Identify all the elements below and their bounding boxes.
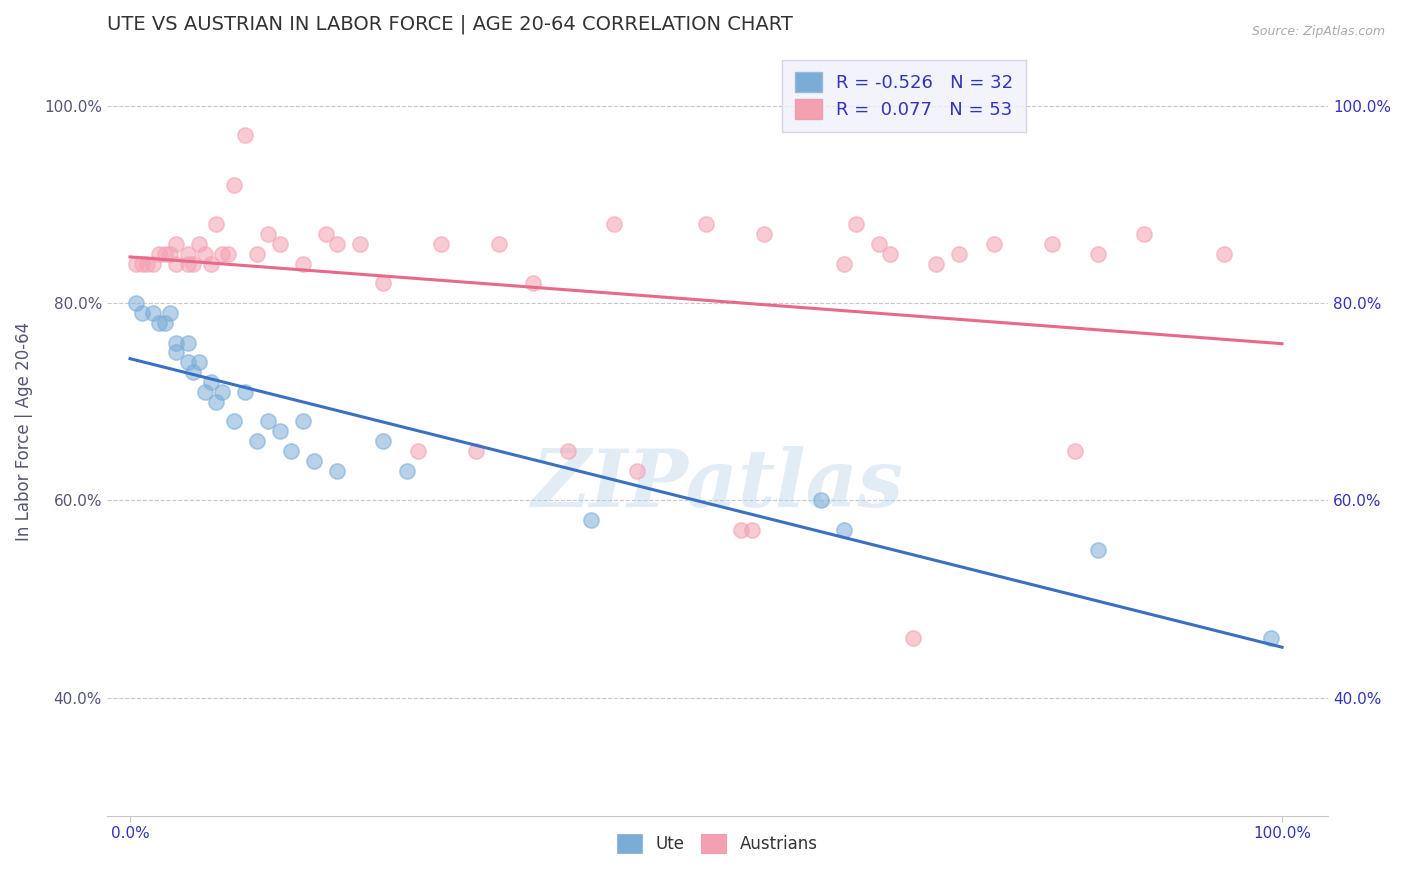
Point bbox=[222, 414, 245, 428]
Point bbox=[148, 246, 170, 260]
Point bbox=[131, 306, 153, 320]
Point bbox=[1063, 444, 1085, 458]
Point bbox=[406, 444, 429, 458]
Point bbox=[925, 257, 948, 271]
Point bbox=[153, 316, 176, 330]
Point bbox=[741, 523, 763, 537]
Point bbox=[269, 425, 291, 439]
Point bbox=[176, 335, 198, 350]
Point bbox=[211, 246, 233, 260]
Point bbox=[205, 217, 228, 231]
Point bbox=[176, 257, 198, 271]
Point bbox=[695, 217, 717, 231]
Point bbox=[903, 632, 925, 646]
Point bbox=[983, 236, 1005, 251]
Point bbox=[153, 246, 176, 260]
Point bbox=[832, 523, 855, 537]
Point bbox=[326, 464, 349, 478]
Point bbox=[1087, 246, 1109, 260]
Point bbox=[1260, 632, 1282, 646]
Point bbox=[131, 257, 153, 271]
Point bbox=[188, 355, 211, 369]
Point bbox=[810, 493, 832, 508]
Point bbox=[395, 464, 418, 478]
Point bbox=[1133, 227, 1156, 241]
Point bbox=[626, 464, 648, 478]
Point bbox=[752, 227, 775, 241]
Point bbox=[349, 236, 371, 251]
Point bbox=[868, 236, 890, 251]
Point bbox=[832, 257, 855, 271]
Point bbox=[315, 227, 337, 241]
Point bbox=[246, 246, 269, 260]
Point bbox=[165, 335, 187, 350]
Point bbox=[136, 257, 159, 271]
Point bbox=[211, 384, 233, 399]
Point bbox=[205, 394, 228, 409]
Point bbox=[304, 454, 326, 468]
Point bbox=[557, 444, 579, 458]
Point bbox=[269, 236, 291, 251]
Point bbox=[194, 246, 217, 260]
Point bbox=[217, 246, 239, 260]
Point bbox=[159, 246, 181, 260]
Point bbox=[603, 217, 626, 231]
Point bbox=[125, 257, 148, 271]
Text: ZIPatlas: ZIPatlas bbox=[531, 446, 904, 524]
Point bbox=[464, 444, 486, 458]
Point bbox=[522, 277, 544, 291]
Point bbox=[948, 246, 970, 260]
Point bbox=[176, 246, 198, 260]
Point bbox=[165, 257, 187, 271]
Point bbox=[176, 355, 198, 369]
Point bbox=[1040, 236, 1063, 251]
Point bbox=[159, 306, 181, 320]
Text: UTE VS AUSTRIAN IN LABOR FORCE | AGE 20-64 CORRELATION CHART: UTE VS AUSTRIAN IN LABOR FORCE | AGE 20-… bbox=[107, 15, 793, 35]
Point bbox=[183, 365, 205, 379]
Point bbox=[200, 375, 222, 389]
Point bbox=[257, 227, 280, 241]
Point bbox=[373, 277, 395, 291]
Point bbox=[291, 257, 314, 271]
Point bbox=[579, 513, 602, 527]
Point bbox=[1087, 542, 1109, 557]
Point bbox=[373, 434, 395, 449]
Point bbox=[488, 236, 510, 251]
Point bbox=[142, 306, 165, 320]
Point bbox=[165, 345, 187, 359]
Point bbox=[233, 384, 256, 399]
Text: Source: ZipAtlas.com: Source: ZipAtlas.com bbox=[1251, 25, 1385, 38]
Point bbox=[730, 523, 752, 537]
Y-axis label: In Labor Force | Age 20-64: In Labor Force | Age 20-64 bbox=[15, 322, 32, 541]
Point bbox=[246, 434, 269, 449]
Point bbox=[257, 414, 280, 428]
Point bbox=[188, 236, 211, 251]
Point bbox=[222, 178, 245, 192]
Point bbox=[1213, 246, 1236, 260]
Point bbox=[125, 296, 148, 310]
Point bbox=[879, 246, 901, 260]
Point bbox=[233, 128, 256, 143]
Point bbox=[280, 444, 302, 458]
Point bbox=[194, 384, 217, 399]
Point bbox=[183, 257, 205, 271]
Point bbox=[142, 257, 165, 271]
Point bbox=[200, 257, 222, 271]
Point bbox=[165, 236, 187, 251]
Point bbox=[430, 236, 453, 251]
Point bbox=[148, 316, 170, 330]
Point bbox=[326, 236, 349, 251]
Point bbox=[845, 217, 868, 231]
Point bbox=[291, 414, 314, 428]
Legend: R = -0.526   N = 32, R =  0.077   N = 53: R = -0.526 N = 32, R = 0.077 N = 53 bbox=[782, 60, 1026, 132]
